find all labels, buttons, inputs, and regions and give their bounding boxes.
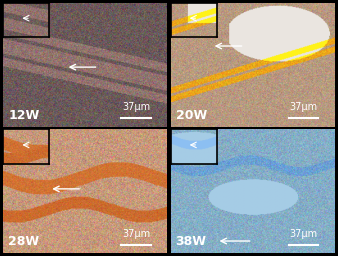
Text: 20W: 20W [176, 109, 207, 122]
Text: 37μm: 37μm [122, 229, 150, 239]
Text: 12W: 12W [8, 109, 40, 122]
Text: 28W: 28W [8, 236, 40, 249]
Text: 38W: 38W [176, 236, 207, 249]
Text: 37μm: 37μm [289, 229, 317, 239]
Text: 37μm: 37μm [122, 102, 150, 112]
Text: 37μm: 37μm [289, 102, 317, 112]
